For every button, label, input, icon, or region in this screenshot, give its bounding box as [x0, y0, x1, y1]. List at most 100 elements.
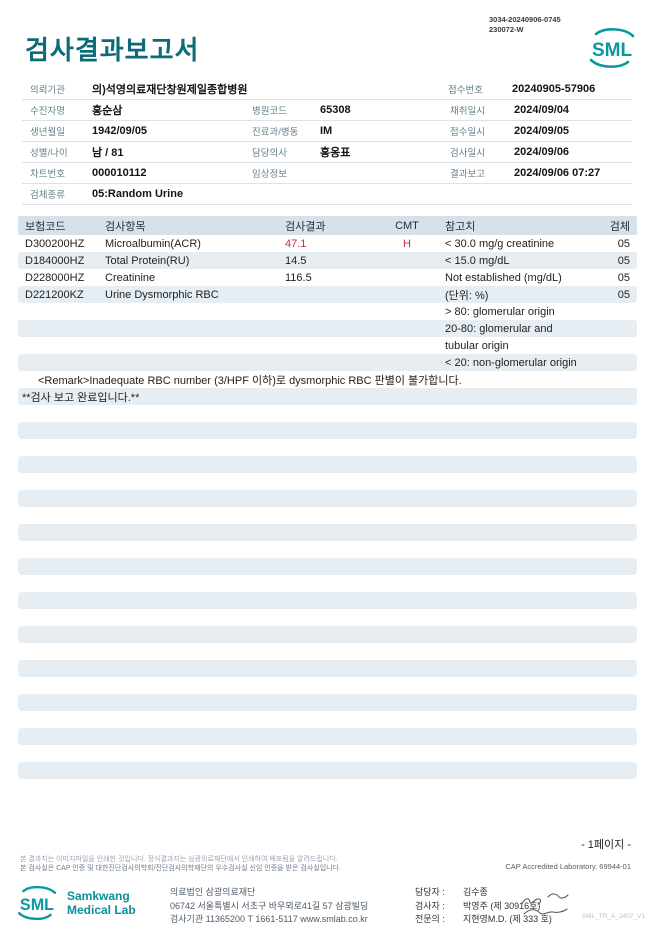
signature-scribble	[520, 893, 578, 925]
signature-icon	[521, 893, 569, 915]
cell-code: D184000HZ	[25, 254, 85, 267]
table-row-continuation: > 80: glomerular origin	[18, 303, 637, 320]
cap-accreditation-text: CAP Accredited Laboratory. 69944-01	[505, 862, 631, 871]
notice-print-disclaimer: 본 결과지는 이미지파일을 인쇄한 것입니다. 정식결과지는 삼광의료재단에서 …	[20, 856, 338, 863]
cell-name: Microalbumin(ACR)	[105, 237, 201, 250]
col-header-result: 검사결과	[285, 220, 326, 233]
cell-reference: Not established (mg/dL)	[445, 271, 562, 284]
value-report-date: 2024/09/06 07:27	[514, 167, 601, 179]
footer-logo: SML Samkwang Medical Lab	[14, 884, 136, 922]
form-version-code: SML_TR_A_2407_V1	[581, 913, 645, 920]
empty-stripe	[18, 626, 637, 643]
empty-stripe	[18, 524, 637, 541]
cell-reference: (단위: %)	[445, 289, 489, 302]
label-chart-no: 차트번호	[30, 169, 65, 180]
cell-code: D221200KZ	[25, 288, 84, 301]
info-row-sex-age: 성별/나이 남 / 81 담당의사 홍옹표 검사일시 2024/09/06	[22, 142, 632, 163]
col-header-reference: 참고치	[445, 220, 476, 233]
sml-logo: SML	[585, 26, 639, 75]
document-code-1: 3034-20240906-0745	[489, 15, 561, 24]
page-title: 검사결과보고서	[25, 35, 200, 65]
table-row-continuation: 20-80: glomerular and	[18, 320, 637, 337]
table-row: D300200HZ Microalbumin(ACR) 47.1 H < 30.…	[18, 235, 637, 252]
cell-code: D228000HZ	[25, 271, 85, 284]
label-receipt-date: 접수일시	[450, 127, 485, 138]
value-sex-age: 남 / 81	[92, 147, 124, 159]
cell-specimen: 05	[617, 288, 630, 301]
cell-reference: > 80: glomerular origin	[445, 305, 555, 318]
lab-name: Samkwang Medical Lab	[67, 889, 136, 918]
cell-name: Urine Dysmorphic RBC	[105, 288, 219, 301]
empty-stripe	[18, 558, 637, 575]
document-codes: 3034-20240906-0745 230072-W	[489, 15, 561, 35]
label-hospital-code: 병원코드	[252, 106, 287, 117]
label-doctor: 담당의사	[252, 148, 287, 159]
cell-code: D300200HZ	[25, 237, 85, 250]
empty-stripe	[18, 728, 637, 745]
table-row: D184000HZ Total Protein(RU) 14.5 < 15.0 …	[18, 252, 637, 269]
value-patient-name: 홍순삼	[92, 105, 123, 117]
info-row-client: 의뢰기관 의)석영의료재단창원제일종합병원 접수번호 20240905-5790…	[22, 79, 632, 100]
label-clinical-info: 임상정보	[252, 169, 287, 180]
staff-role: 전문의 :	[415, 914, 445, 924]
value-doctor: 홍옹표	[320, 147, 351, 159]
empty-stripe	[18, 762, 637, 779]
remark-line: <Remark>Inadequate RBC number (3/HPF 이하)…	[38, 374, 462, 387]
value-chart-no: 000010112	[92, 167, 147, 179]
value-specimen-type: 05:Random Urine	[92, 188, 184, 200]
empty-row-stripes	[18, 422, 637, 796]
empty-stripe	[18, 592, 637, 609]
lab-name-line1: Samkwang	[67, 888, 130, 903]
cell-reference: tubular origin	[445, 339, 509, 352]
notice-accreditation: 본 검사실은 CAP 인증 및 대한진단검사의학회/진단검사의학재단의 우수검사…	[20, 865, 341, 873]
label-collect-date: 채취일시	[450, 106, 485, 117]
table-row-continuation: < 20: non-glomerular origin	[18, 354, 637, 371]
label-client-org: 의뢰기관	[30, 85, 65, 96]
lab-name-line2: Medical Lab	[67, 903, 136, 917]
empty-stripe	[18, 456, 637, 473]
table-row-continuation: tubular origin	[18, 337, 637, 354]
cell-specimen: 05	[617, 254, 630, 267]
col-header-specimen: 검체	[609, 220, 630, 233]
label-sex-age: 성별/나이	[30, 148, 68, 159]
cell-reference: 20-80: glomerular and	[445, 322, 553, 335]
label-birthdate: 생년월일	[30, 127, 65, 138]
lab-address: 06742 서울특별시 서초구 바우뫼로41길 57 삼광빌딩	[170, 900, 369, 911]
staff-row: 전문의 : 지현영M.D. (제 333 호)	[415, 913, 552, 925]
value-collect-date: 2024/09/04	[514, 104, 570, 116]
results-table: 보험코드 검사항목 검사결과 CMT 참고치 검체 D300200HZ Micr…	[18, 216, 637, 405]
cell-name: Total Protein(RU)	[105, 254, 190, 267]
value-department: IM	[320, 125, 333, 137]
cell-result: 14.5	[285, 254, 307, 267]
info-row-chart-no: 차트번호 000010112 임상정보 결과보고 2024/09/06 07:2…	[22, 163, 632, 184]
col-header-cmt: CMT	[395, 219, 419, 232]
info-row-specimen: 검체종류 05:Random Urine	[22, 184, 632, 205]
document-code-2: 230072-W	[489, 24, 524, 34]
value-birthdate: 1942/09/05	[92, 125, 148, 137]
empty-stripe	[18, 490, 637, 507]
empty-stripe	[18, 422, 637, 439]
footer-notices: 본 결과지는 이미지파일을 인쇄한 것입니다. 정식결과지는 삼광의료재단에서 …	[20, 855, 341, 874]
results-header-row: 보험코드 검사항목 검사결과 CMT 참고치 검체	[18, 216, 637, 235]
cell-specimen: 05	[617, 271, 630, 284]
label-specimen-type: 검체종류	[30, 190, 65, 201]
cell-result: 116.5	[285, 271, 312, 284]
label-test-date: 검사일시	[450, 148, 485, 159]
staff-row: 검사자 : 박영주 (제 30916호)	[415, 900, 552, 914]
cell-flag-high: H	[403, 237, 411, 250]
value-hospital-code: 65308	[320, 104, 351, 116]
label-receipt-no: 접수번호	[448, 85, 483, 96]
staff-role: 검사자 :	[415, 900, 445, 911]
table-row: D228000HZ Creatinine 116.5 Not establish…	[18, 269, 637, 286]
value-receipt-date: 2024/09/05	[514, 125, 570, 137]
empty-stripe	[18, 660, 637, 677]
label-patient-name: 수진자명	[30, 106, 65, 117]
staff-block: 담당자 : 김수종 검사자 : 박영주 (제 30916호) 전문의 : 지현영…	[415, 886, 552, 925]
col-header-insurance-code: 보험코드	[25, 220, 66, 233]
cell-reference: < 20: non-glomerular origin	[445, 356, 577, 369]
empty-stripe	[18, 694, 637, 711]
cell-specimen: 05	[617, 237, 630, 250]
value-receipt-no: 20240905-57906	[512, 83, 596, 95]
value-test-date: 2024/09/06	[514, 146, 570, 158]
